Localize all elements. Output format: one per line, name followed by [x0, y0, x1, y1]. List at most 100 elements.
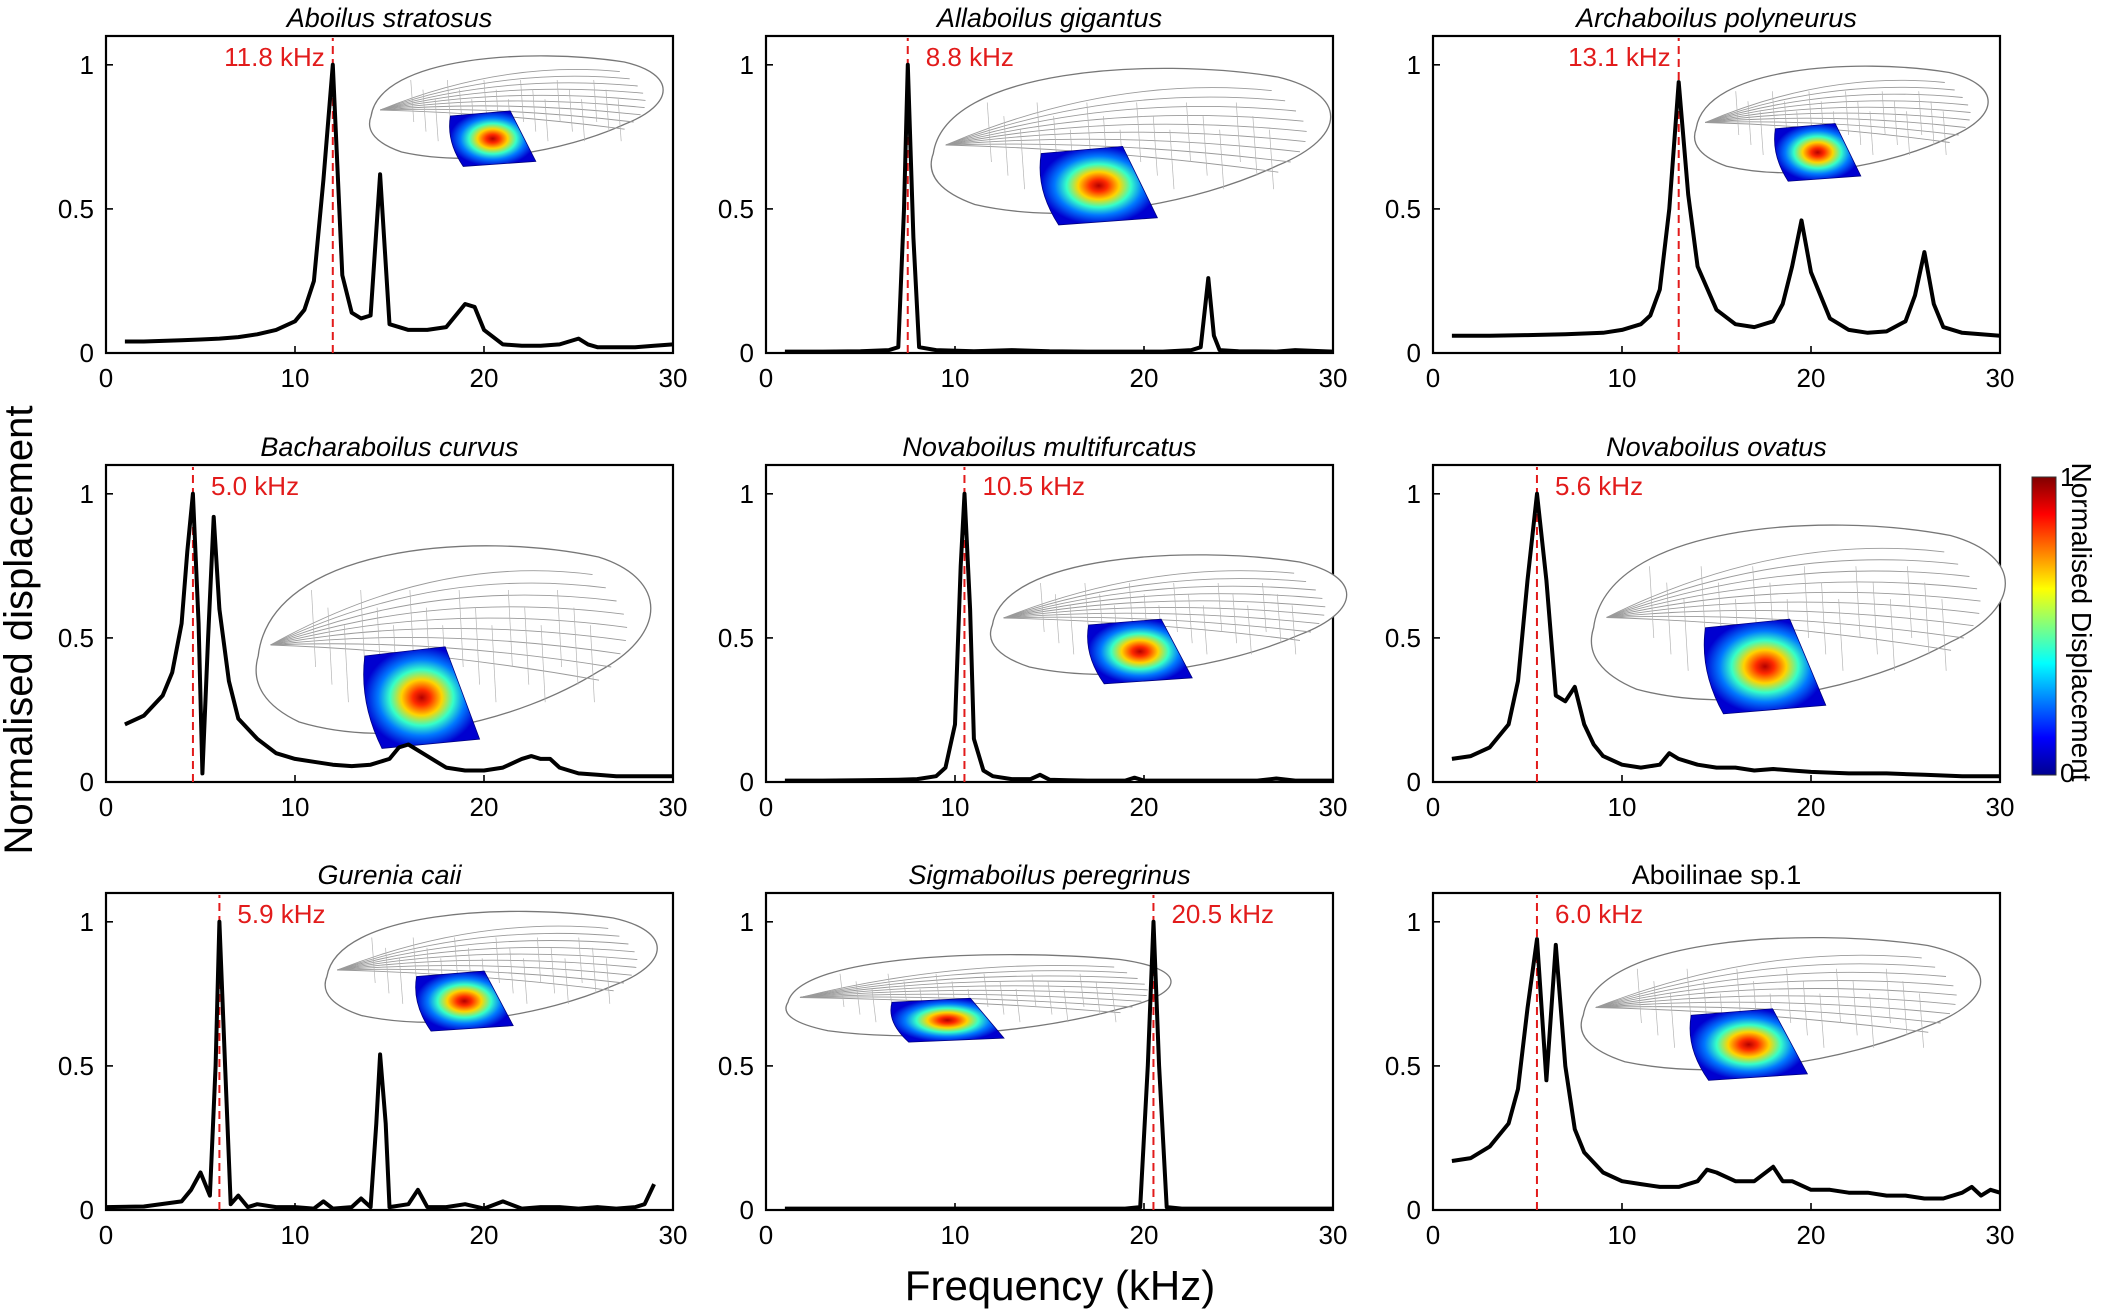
wing-cross-vein: [1885, 968, 1891, 1024]
wing-cross-vein: [1031, 973, 1037, 1008]
y-tick-label: 0: [1407, 767, 1421, 797]
x-tick-label: 10: [941, 792, 970, 822]
x-tick-label: 30: [659, 1220, 688, 1250]
wing-outline: [324, 910, 658, 1023]
wing-vein: [337, 925, 609, 971]
wing-cross-vein: [1838, 599, 1844, 671]
wing-cross-vein: [617, 99, 622, 142]
wing-outline: [990, 554, 1348, 675]
wing-cross-vein: [557, 589, 562, 668]
wing-vein: [945, 123, 1307, 146]
wing-inset: [1590, 524, 2006, 715]
x-tick-label: 0: [759, 363, 773, 393]
axes-frame: [764, 463, 1335, 784]
wing-cross-vein: [887, 973, 893, 1008]
y-tick-label: 0: [1407, 338, 1421, 368]
wing-cross-vein: [1855, 566, 1861, 639]
wing-cross-vein: [1906, 111, 1910, 156]
x-tick-label: 10: [281, 363, 310, 393]
panel-1: 0 10 20 30 0 0.5 1 Aboilus stratosus 11.8 kHz: [58, 3, 688, 393]
wing-cross-vein: [550, 947, 555, 994]
wing-cross-vein: [1836, 968, 1841, 1024]
wing-cross-vein: [1924, 582, 1930, 655]
axes-frame: [104, 463, 675, 784]
panel-title: Bacharaboilus curvus: [260, 432, 518, 462]
wing-cross-vein: [520, 79, 524, 123]
wing-cross-vein: [1942, 111, 1947, 156]
wing-cross-vein: [1747, 101, 1752, 146]
y-tick-label: 1: [1407, 479, 1421, 509]
wing-vein: [1606, 570, 1970, 618]
y-tick-label: 0: [80, 1195, 94, 1225]
y-tick-label: 1: [80, 907, 94, 937]
wing-cross-vein: [1152, 116, 1158, 176]
wing-cross-vein: [1252, 116, 1258, 176]
wing-cross-vein: [412, 937, 417, 984]
y-tick-label: 0.5: [718, 194, 754, 224]
wing-cross-vein: [1649, 566, 1655, 639]
wing-cross-vein: [839, 973, 845, 1008]
wing-inset: [1694, 65, 1989, 182]
y-tick-label: 0.5: [58, 623, 94, 653]
wing-cross-vein: [1217, 582, 1223, 633]
wing-cross-vein: [1235, 102, 1241, 163]
wing-outline: [255, 545, 652, 734]
wing-vein: [337, 932, 620, 971]
y-tick-label: 0.5: [1385, 194, 1421, 224]
axes-frame: [104, 34, 675, 355]
panel-4: 0 10 20 30 0 0.5 1 Bacharaboilus curvus 5.0 kHz: [58, 432, 688, 822]
wing-outline: [1580, 936, 1982, 1071]
wing-mirror-displacement: [1039, 145, 1159, 226]
x-tick-label: 0: [99, 1220, 113, 1250]
wing-cross-vein: [1015, 988, 1021, 1023]
wing-cross-vein: [592, 947, 597, 994]
x-tick-label: 20: [1797, 1220, 1826, 1250]
wing-cross-vein: [523, 958, 528, 1004]
x-tick-label: 30: [1986, 1220, 2015, 1250]
panel-2: 0 10 20 30 0 0.5 1 Allaboilus gigantus 8.8 kHz: [718, 3, 1348, 393]
wing-mirror-displacement: [1087, 618, 1193, 685]
wing-outline: [369, 55, 664, 159]
x-axis-title: Frequency (kHz): [905, 1262, 1215, 1309]
wing-mirror-displacement: [415, 970, 514, 1032]
wing-cross-vein: [573, 607, 579, 685]
x-tick-label: 30: [1319, 792, 1348, 822]
wing-inset: [1580, 936, 1982, 1081]
wing-cross-vein: [983, 973, 989, 1008]
y-tick-label: 0: [740, 338, 754, 368]
wing-cross-vein: [1020, 129, 1025, 190]
wing-outline: [1694, 65, 1989, 174]
x-tick-label: 0: [99, 363, 113, 393]
panel-8: 0 10 20 30 0 0.5 1 Sigmaboilus peregrinus 20.5 k…: [718, 860, 1348, 1250]
y-tick-label: 0.5: [1385, 623, 1421, 653]
wing-cross-vein: [1047, 981, 1053, 1015]
wing-mirror-displacement: [449, 110, 537, 167]
x-tick-label: 10: [1608, 363, 1637, 393]
x-tick-label: 30: [1319, 363, 1348, 393]
wing-cross-vein: [1262, 582, 1267, 633]
y-tick-label: 1: [1407, 907, 1421, 937]
series-line: [784, 491, 1333, 783]
wing-cross-vein: [509, 947, 514, 994]
x-tick-label: 30: [1319, 1220, 1348, 1250]
wing-mirror-displacement: [1774, 123, 1862, 182]
wing-cross-vein: [1857, 101, 1862, 146]
wing-cross-vein: [1003, 116, 1009, 176]
panel-title: Gurenia caii: [317, 860, 462, 890]
wing-vein: [380, 88, 644, 111]
wing-vein: [1003, 607, 1325, 619]
wing-vein: [337, 965, 632, 976]
wing-cross-vein: [1111, 988, 1117, 1023]
y-tick-label: 0.5: [1385, 1051, 1421, 1081]
wing-cross-vein: [1919, 993, 1924, 1048]
wing-cross-vein: [1202, 605, 1208, 655]
wing-cross-vein: [1291, 605, 1297, 655]
wing-cross-vein: [1666, 582, 1672, 655]
wing-cross-vein: [1902, 981, 1908, 1036]
peak-label: 8.8 kHz: [926, 42, 1014, 72]
x-tick-label: 0: [1426, 363, 1440, 393]
wing-outline: [785, 954, 1172, 1037]
wing-outline: [1590, 524, 2006, 701]
wing-cross-vein: [1735, 91, 1740, 136]
y-tick-label: 0: [1407, 1195, 1421, 1225]
